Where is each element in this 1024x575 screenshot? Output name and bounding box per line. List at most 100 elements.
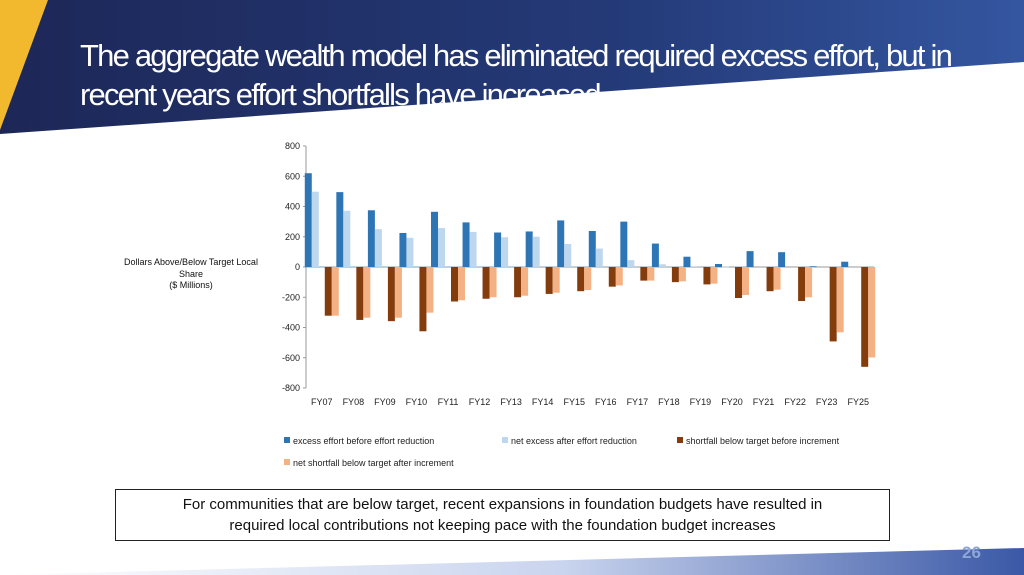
bar-series-1 bbox=[557, 220, 565, 267]
bar-series-1 bbox=[841, 261, 849, 267]
bar-chart: -800 -600 -400 -200 0 200 400 600 800 FY07 FY08 FY0… bbox=[282, 141, 876, 468]
bar-series-4 bbox=[710, 267, 718, 284]
bar-series-4 bbox=[521, 267, 529, 296]
bar-series-3 bbox=[829, 267, 837, 342]
bar-series-3 bbox=[577, 267, 585, 292]
bar-series-2 bbox=[595, 248, 603, 267]
y-axis-label-line-1: Dollars Above/Below Target Local bbox=[124, 257, 258, 267]
bar-series-3 bbox=[735, 267, 742, 299]
bar-series-1 bbox=[399, 232, 407, 267]
bar-series-4 bbox=[678, 267, 686, 282]
bar-series-1 bbox=[746, 251, 754, 267]
bar-series-2 bbox=[690, 266, 698, 267]
bar-series-4 bbox=[647, 267, 655, 281]
bar-series-3 bbox=[514, 267, 522, 298]
bar-series-2 bbox=[627, 260, 635, 267]
y-tick-label: -400 bbox=[282, 323, 300, 333]
slide-title: The aggregate wealth model has eliminate… bbox=[80, 38, 953, 112]
x-tick-label: FY18 bbox=[658, 397, 680, 407]
bar-series-1 bbox=[809, 266, 817, 267]
x-tick-label: FY12 bbox=[469, 397, 491, 407]
bar-series-4 bbox=[773, 267, 781, 290]
x-tick-label: FY21 bbox=[753, 397, 775, 407]
y-tick-label: 200 bbox=[285, 232, 300, 242]
x-tick-label: FY19 bbox=[690, 397, 712, 407]
bar-series-2 bbox=[501, 237, 509, 267]
bar-series-4 bbox=[363, 267, 371, 318]
bar-series-3 bbox=[608, 267, 616, 287]
bar-series-2 bbox=[469, 231, 477, 267]
y-axis-label-line-2: Share bbox=[178, 268, 204, 279]
header-banner bbox=[0, 0, 1024, 134]
footer-strip bbox=[0, 548, 1024, 575]
bar-series-1 bbox=[431, 211, 438, 267]
bar-series-2 bbox=[722, 266, 729, 268]
x-tick-label: FY11 bbox=[438, 397, 459, 407]
bar-series-3 bbox=[766, 267, 774, 292]
bar-series-1 bbox=[304, 173, 312, 267]
bar-series-3 bbox=[356, 267, 364, 320]
bar-series-4 bbox=[805, 267, 813, 298]
bar-series-4 bbox=[458, 267, 465, 301]
y-tick-label: -800 bbox=[282, 383, 300, 393]
bar-series-1 bbox=[620, 221, 628, 268]
bar-series-1 bbox=[778, 252, 786, 267]
y-tick-label: 0 bbox=[295, 262, 300, 272]
y-axis-label: Dollars Above/Below Target Local Share (… bbox=[112, 257, 270, 292]
bar-series-1 bbox=[588, 231, 596, 267]
y-tick-label: -600 bbox=[282, 353, 300, 363]
legend-swatch-2 bbox=[502, 437, 508, 443]
bar-series-4 bbox=[742, 267, 749, 295]
bar-series-2 bbox=[564, 244, 572, 267]
legend-swatch-1 bbox=[284, 437, 290, 443]
bar-series-3 bbox=[798, 267, 806, 302]
bar-series-2 bbox=[343, 210, 351, 267]
legend-swatch-4 bbox=[284, 459, 290, 465]
x-tick-label: FY17 bbox=[627, 397, 649, 407]
bar-series-3 bbox=[387, 267, 395, 322]
bar-series-4 bbox=[584, 267, 592, 290]
y-tick-label: 600 bbox=[285, 171, 300, 181]
x-tick-label: FY07 bbox=[311, 397, 333, 407]
bar-series-1 bbox=[683, 256, 691, 267]
x-tick-label: FY15 bbox=[563, 397, 585, 407]
x-tick-label: FY08 bbox=[343, 397, 365, 407]
legend-label-1: excess effort before effort reduction bbox=[293, 436, 434, 446]
bar-series-3 bbox=[419, 267, 427, 332]
bar-series-1 bbox=[462, 222, 470, 267]
y-tick-label: 400 bbox=[285, 202, 300, 212]
bar-series-4 bbox=[868, 267, 876, 358]
x-tick-label: FY13 bbox=[500, 397, 522, 407]
legend-label-2: net excess after effort reduction bbox=[511, 436, 637, 446]
bar-series-3 bbox=[451, 267, 458, 302]
bar-series-3 bbox=[640, 267, 648, 281]
note-line-2: required local contributions not keeping… bbox=[229, 517, 776, 534]
bar-series-4 bbox=[489, 267, 497, 298]
x-tick-label: FY10 bbox=[406, 397, 428, 407]
bar-series-3 bbox=[861, 267, 869, 367]
bar-series-2 bbox=[374, 229, 382, 267]
bar-series-1 bbox=[367, 210, 375, 267]
page-number: 26 bbox=[962, 543, 981, 562]
bar-series-4 bbox=[394, 267, 402, 318]
bar-series-3 bbox=[482, 267, 490, 299]
y-tick-label: -200 bbox=[282, 292, 300, 302]
bar-series-3 bbox=[545, 267, 553, 294]
bar-series-2 bbox=[406, 237, 414, 267]
x-tick-label: FY16 bbox=[595, 397, 617, 407]
x-tick-label: FY09 bbox=[374, 397, 396, 407]
bar-series-3 bbox=[703, 267, 711, 285]
bar-series-1 bbox=[525, 231, 533, 267]
bar-series-2 bbox=[658, 264, 666, 267]
bar-series-2 bbox=[438, 227, 445, 267]
bar-series-4 bbox=[615, 267, 623, 286]
note-line-1: For communities that are below target, r… bbox=[182, 496, 823, 513]
bar-series-1 bbox=[651, 243, 659, 267]
bar-series-3 bbox=[324, 267, 332, 316]
note-box: For communities that are below target, r… bbox=[115, 489, 890, 541]
x-tick-label: FY20 bbox=[721, 397, 743, 407]
x-tick-label: FY23 bbox=[816, 397, 838, 407]
x-tick-label: FY22 bbox=[784, 397, 806, 407]
legend-swatch-3 bbox=[677, 437, 683, 443]
bar-series-1 bbox=[715, 263, 722, 267]
